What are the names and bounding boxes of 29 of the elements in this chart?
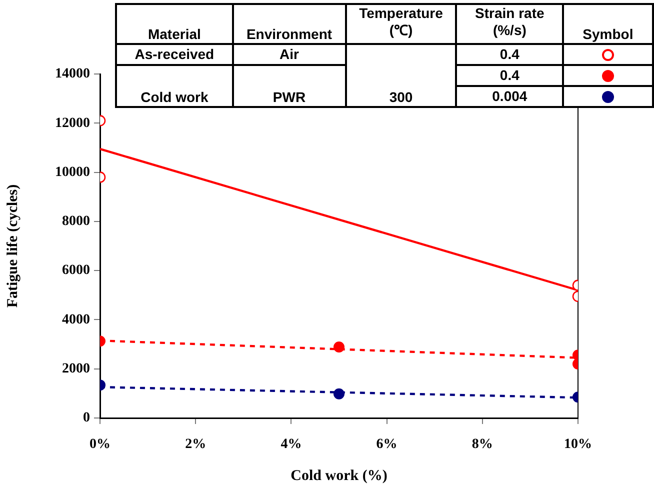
text: 0.4 [456,44,563,65]
y-tick-label: 12000 [55,116,90,131]
y-tick-label: 0 [83,410,90,426]
text: Material [116,4,233,44]
x-tick-label: 4% [280,437,302,452]
x-axis-title: Cold work (%) [290,468,388,484]
y-tick-label: 8000 [62,214,90,230]
x-tick-label: 6% [376,437,398,452]
annotation: 0.004 [456,86,563,107]
text: Symbol [562,4,653,44]
y-axis-title: Fatigue life (cycles) [4,184,21,308]
y-tick-label: 2000 [62,361,90,376]
y-tick-label: 14000 [55,66,90,82]
annotation: Cold work [116,65,233,107]
y-tick-label: 4000 [62,312,90,328]
y-tick-label: 10000 [55,164,90,180]
annotation: 0.4 [456,65,563,86]
x-tick-label: 2% [185,437,206,452]
text: Environment [232,4,346,44]
text: As-received [116,44,233,65]
text: Strain rate (%/s) [456,4,563,44]
text: Air [232,44,346,65]
x-tick-label: 0% [90,437,110,452]
annotation: 300 [346,44,456,107]
annotation: PWR [232,65,346,107]
x-tick-label: 10% [564,437,592,452]
y-tick-label: 6000 [62,263,90,278]
text: Temperature (℃) [346,4,456,44]
x-tick-label: 8% [472,437,493,452]
